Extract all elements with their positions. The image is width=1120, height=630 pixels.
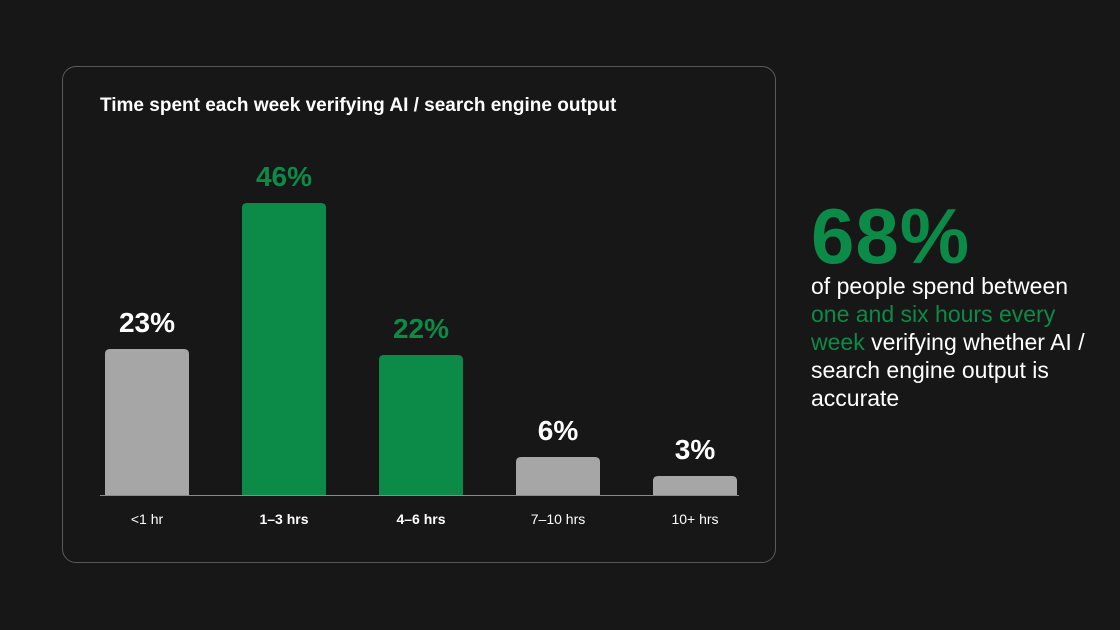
stat-value: 68% (811, 192, 971, 280)
category-label-3: 7–10 hrs (531, 511, 585, 527)
category-label-4: 10+ hrs (671, 511, 718, 527)
value-label-4: 3% (675, 434, 716, 465)
stat-callout: 68% of people spend between one and six … (811, 196, 1101, 412)
bar-2 (379, 355, 463, 495)
stat-text-highlight: one and six hours every week (811, 301, 1056, 355)
bar-0 (105, 349, 189, 495)
stat-text-before: of people spend between (811, 273, 1069, 299)
category-label-2: 4–6 hrs (396, 511, 445, 527)
value-label-3: 6% (538, 415, 579, 446)
bar-4 (653, 476, 737, 495)
value-label-1: 46% (256, 161, 312, 192)
chart-card: Time spent each week verifying AI / sear… (62, 66, 776, 563)
stat-text-after: verifying whether AI / search engine out… (811, 329, 1085, 411)
bar-chart: 23% <1 hr 46% 1–3 hrs 22% 4–6 hrs 6% 7–10 hrs 3%… (100, 161, 739, 527)
category-label-0: <1 hr (131, 511, 164, 527)
value-label-2: 22% (393, 313, 449, 344)
chart-title: Time spent each week verifying AI / sear… (100, 95, 617, 116)
category-label-1: 1–3 hrs (259, 511, 308, 527)
bar-1 (242, 203, 326, 495)
bar-3 (516, 457, 600, 495)
stat-description: of people spend between one and six hour… (811, 272, 1101, 412)
value-label-0: 23% (119, 307, 175, 338)
